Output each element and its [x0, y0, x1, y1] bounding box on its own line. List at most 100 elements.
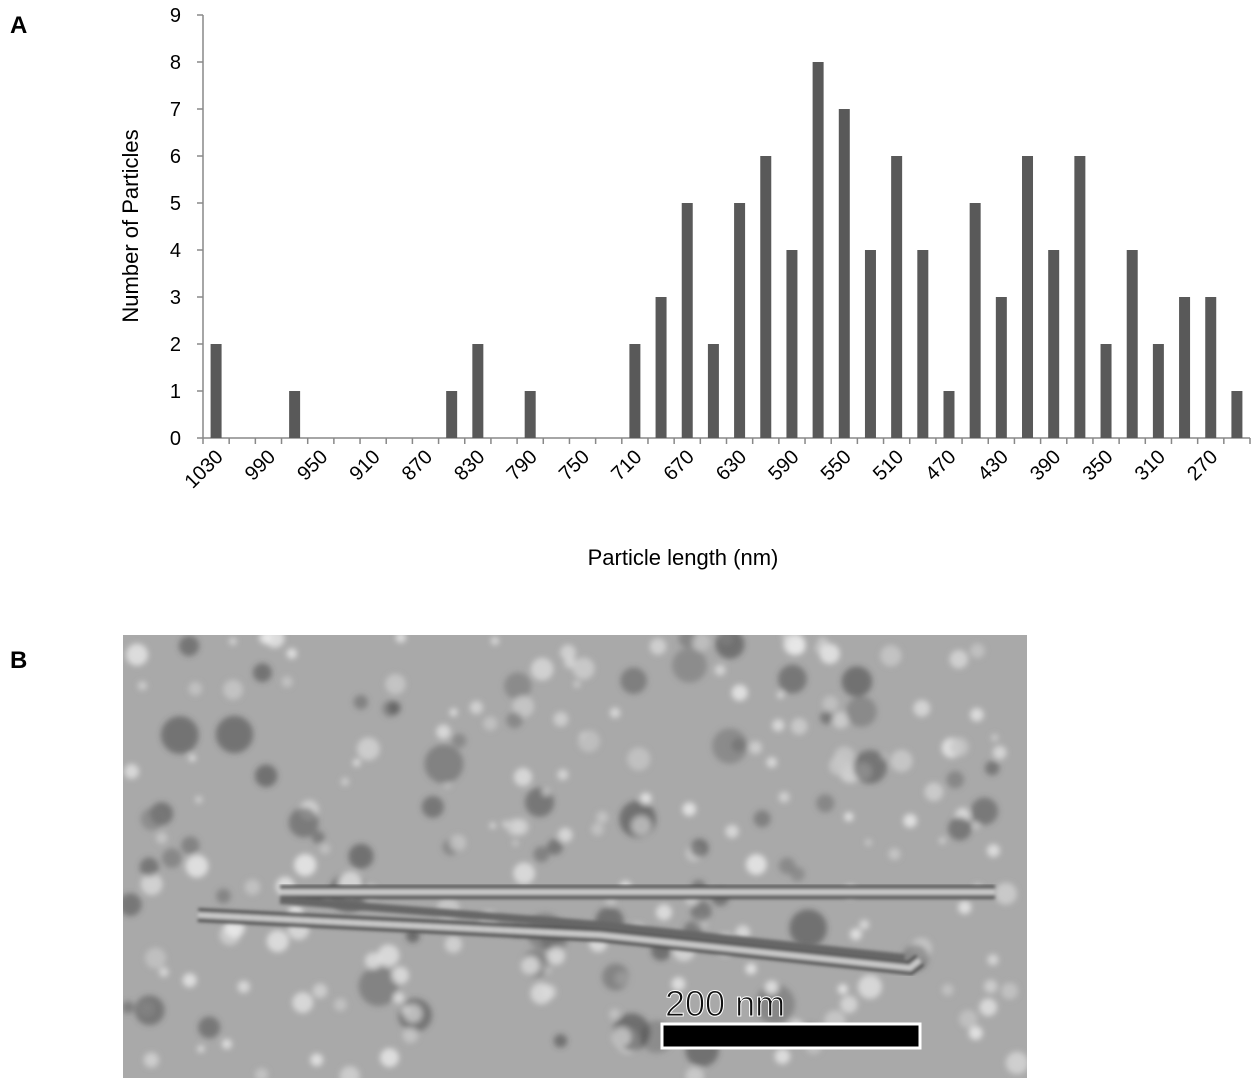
x-tick-label: 310 [1131, 446, 1170, 485]
texture-spot [986, 844, 1000, 858]
bar [1048, 250, 1060, 438]
texture-spot [483, 716, 498, 731]
bar [1179, 297, 1191, 438]
texture-spot [380, 1048, 399, 1068]
texture-spot [356, 737, 380, 761]
texture-spot [970, 643, 985, 659]
texture-spot [160, 716, 199, 754]
texture-spot [547, 946, 565, 965]
texture-spot [469, 700, 483, 715]
x-tick-label: 710 [607, 446, 646, 485]
texture-spot [949, 650, 969, 669]
bar [1100, 344, 1112, 438]
texture-spot [553, 1034, 568, 1048]
texture-spot [611, 1027, 632, 1048]
x-tick-label: 270 [1183, 446, 1222, 485]
y-tick-label: 3 [170, 287, 181, 309]
texture-spot [994, 882, 1017, 905]
x-axis-title: Particle length (nm) [588, 545, 779, 570]
texture-spot [358, 966, 399, 1007]
x-tick-label: 350 [1078, 446, 1117, 485]
texture-spot [124, 764, 140, 779]
scale-bar-label: 200 nm [665, 983, 785, 1024]
y-tick-label: 5 [170, 193, 181, 215]
texture-spot [640, 792, 652, 805]
x-tick-label: 830 [450, 446, 489, 485]
texture-spot [577, 730, 600, 753]
texture-spot [506, 711, 523, 729]
texture-spot [340, 777, 350, 786]
texture-spot [749, 741, 762, 755]
bar [655, 297, 667, 438]
bar [943, 391, 955, 438]
bar [1074, 156, 1086, 438]
texture-spot [991, 734, 999, 742]
bar [969, 203, 981, 438]
texture-spot [546, 839, 563, 855]
texture-spot [137, 681, 147, 691]
bar [760, 156, 772, 438]
texture-spot [948, 817, 972, 841]
texture-spot [822, 695, 839, 712]
x-tick-label: 630 [712, 446, 751, 485]
texture-spot [903, 813, 918, 828]
texture-spot [353, 694, 369, 710]
texture-spot [391, 966, 409, 984]
texture-spot [973, 822, 980, 829]
texture-spot [310, 1053, 324, 1067]
texture-spot [714, 664, 726, 676]
texture-spot [266, 930, 289, 953]
texture-spot [987, 954, 999, 966]
x-tick-label: 870 [398, 446, 437, 485]
texture-spot [602, 963, 630, 991]
texture-spot [970, 707, 984, 722]
texture-spot [521, 956, 540, 975]
texture-spot [333, 998, 347, 1012]
texture-spot [424, 744, 464, 784]
x-tick-label: 950 [293, 446, 332, 485]
texture-spot [620, 667, 647, 695]
bar [812, 62, 824, 438]
texture-spot [228, 637, 237, 646]
texture-spot [421, 795, 444, 818]
x-tick-label: 430 [974, 446, 1013, 485]
texture-spot [678, 635, 698, 648]
texture-spot [591, 822, 604, 836]
texture-spot [387, 701, 401, 715]
texture-spot [655, 904, 673, 921]
texture-spot [888, 848, 901, 861]
texture-spot [385, 673, 406, 695]
texture-spot [857, 974, 882, 999]
texture-spot [715, 635, 745, 659]
texture-spot [774, 1048, 791, 1065]
texture-spot [140, 807, 164, 831]
texture-spot [558, 827, 573, 843]
y-tick-label: 2 [170, 334, 181, 356]
bar [1205, 297, 1217, 438]
texture-spot [123, 893, 142, 917]
texture-spot [288, 807, 319, 838]
texture-spot [197, 1045, 205, 1053]
texture-spot [512, 695, 535, 718]
texture-spot [259, 635, 273, 644]
texture-spot [513, 767, 533, 787]
texture-spot [156, 832, 168, 844]
texture-spot [819, 643, 840, 664]
texture-spot [685, 1067, 704, 1078]
fibers [197, 885, 995, 976]
texture-spot [844, 812, 854, 822]
y-tick-label: 6 [170, 146, 181, 168]
texture-spot [449, 834, 467, 851]
texture-spot [188, 754, 196, 762]
texture-spot [783, 635, 806, 656]
texture-spot [237, 980, 250, 993]
texture-spot [451, 733, 467, 749]
texture-spot [125, 643, 149, 666]
micrograph: 200 nm [123, 635, 1027, 1078]
texture-spot [286, 648, 298, 659]
texture-spot [859, 919, 870, 930]
texture-spot [530, 982, 553, 1005]
texture-spot [983, 979, 998, 994]
texture-spot [731, 684, 748, 701]
bar [524, 391, 536, 438]
